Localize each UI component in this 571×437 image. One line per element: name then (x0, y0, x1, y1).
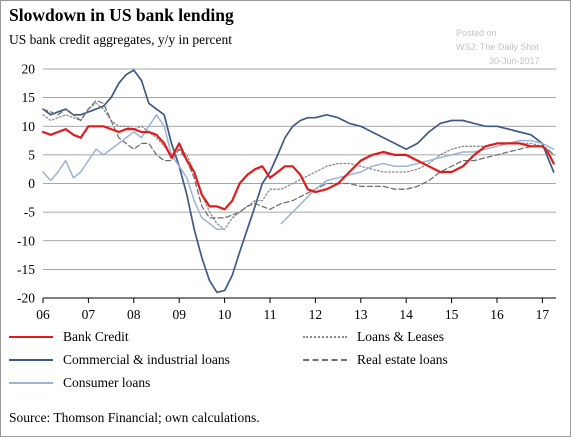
watermark-date: 30-Jun-2017 (489, 56, 540, 66)
legend-swatch-commercial-industrial (9, 359, 53, 361)
x-tick-label: 13 (354, 307, 368, 322)
x-tick-label: 17 (536, 307, 550, 322)
series-layer (41, 69, 555, 294)
legend-label-consumer: Consumer loans (63, 375, 151, 390)
legend-swatch-consumer (9, 382, 53, 384)
series-line-real-estate (42, 99, 555, 219)
x-tick-label: 16 (490, 307, 504, 322)
chart-subtitle: US bank credit aggregates, y/y in percen… (9, 32, 233, 47)
legend-item-commercial-industrial: Commercial & industrial loans (9, 352, 230, 368)
x-tick-label: 08 (127, 307, 141, 322)
source-note: Source: Thomson Financial; own calculati… (9, 410, 260, 425)
watermark-posted-on: Posted on (456, 28, 497, 38)
series-line-bank-credit (41, 125, 555, 211)
legend-item-consumer: Consumer loans (9, 375, 150, 391)
series-line-loans-leases (42, 102, 555, 230)
x-tick-label: 11 (263, 307, 276, 322)
y-tick-label: -15 (17, 262, 35, 277)
legend-label-real-estate: Real estate loans (357, 352, 448, 367)
y-tick-label: 15 (22, 90, 36, 105)
series-line-consumer (42, 114, 555, 231)
legend-item-bank-credit: Bank Credit (9, 329, 129, 345)
legend-swatch-bank-credit (9, 336, 53, 338)
legend-label-commercial-industrial: Commercial & industrial loans (63, 352, 230, 367)
x-tick-label: 15 (445, 307, 459, 322)
legend-item-loans-leases: Loans & Leases (303, 329, 444, 345)
y-tick-label: 0 (28, 176, 35, 191)
legend-label-loans-leases: Loans & Leases (357, 329, 444, 344)
y-tick-label: 10 (22, 119, 36, 134)
x-tick-label: 06 (36, 307, 50, 322)
y-tick-label: -5 (24, 205, 35, 220)
x-tick-label: 12 (309, 307, 323, 322)
chart-title: Slowdown in US bank lending (9, 5, 234, 25)
y-tick-label: -20 (17, 291, 35, 306)
series-line-commercial-industrial (42, 69, 555, 294)
legend-label-bank-credit: Bank Credit (63, 329, 129, 344)
y-tick-label: 20 (22, 62, 36, 77)
y-tick-label: 5 (28, 147, 35, 162)
legend-swatch-real-estate (303, 359, 347, 361)
x-tick-label: 14 (399, 307, 413, 322)
x-tick-label: 10 (218, 307, 232, 322)
legend-item-real-estate: Real estate loans (303, 352, 448, 368)
watermark-source: WSJ: The Daily Shot (456, 42, 539, 52)
x-tick-label: 09 (172, 307, 186, 322)
grid-layer (43, 68, 556, 299)
legend-swatch-loans-leases (303, 336, 347, 338)
y-tick-label: -10 (17, 233, 35, 248)
x-tick-label: 07 (82, 307, 96, 322)
